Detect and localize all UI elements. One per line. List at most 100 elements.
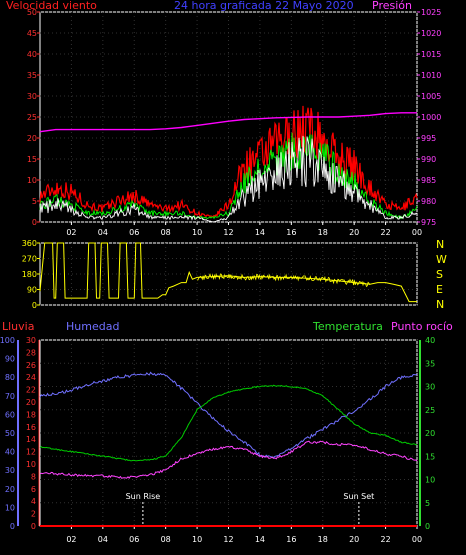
compass-label: N xyxy=(436,298,444,311)
series-line-viento-base xyxy=(39,135,418,223)
y-humidity-tick-label: 100 xyxy=(0,336,15,345)
series-line-direccion-viento xyxy=(39,242,417,303)
x-tick-label: 10 xyxy=(192,535,202,544)
x-tick-label: 20 xyxy=(349,535,359,544)
x-tick-label: 18 xyxy=(318,535,328,544)
series-line-humedad xyxy=(39,371,418,458)
y-rain-tick-label: 26 xyxy=(26,361,36,370)
y-right-tick-label: 1005 xyxy=(421,92,441,101)
y-right-tick-label: 995 xyxy=(421,134,436,143)
y-temp-tick-label: 25 xyxy=(425,406,435,415)
x-tick-label: 00 xyxy=(412,535,422,544)
y-left-tick-label: 50 xyxy=(27,8,37,17)
y-rain-tick-label: 22 xyxy=(26,386,36,395)
humidity-temperature-chart: 0102030405060708090100024681012141618202… xyxy=(0,336,435,544)
y-humidity-tick-label: 20 xyxy=(5,485,15,494)
x-tick-label: 20 xyxy=(349,228,359,237)
y-right-tick-label: 1015 xyxy=(421,50,441,59)
y-right-tick-label: 990 xyxy=(421,155,436,164)
x-tick-label: 04 xyxy=(98,535,108,544)
x-tick-label: 12 xyxy=(223,228,233,237)
y-tick-label: 360 xyxy=(22,239,37,248)
y-right-tick-label: 980 xyxy=(421,197,436,206)
y-rain-tick-label: 20 xyxy=(26,398,36,407)
y-humidity-tick-label: 30 xyxy=(5,466,15,475)
temperature-label: Temperatura xyxy=(312,320,383,333)
y-humidity-tick-label: 0 xyxy=(10,522,15,531)
y-temp-tick-label: 0 xyxy=(425,522,430,531)
x-tick-label: 16 xyxy=(286,228,296,237)
x-tick-label: 22 xyxy=(380,228,390,237)
series-line-presion xyxy=(39,112,417,133)
y-temp-tick-label: 40 xyxy=(425,336,435,345)
y-right-tick-label: 975 xyxy=(421,218,436,227)
series-line-temperatura xyxy=(39,384,418,462)
y-rain-tick-label: 2 xyxy=(31,510,36,519)
y-right-tick-label: 985 xyxy=(421,176,436,185)
wind-speed-label: Velocidad viento xyxy=(6,0,97,12)
y-right-tick-label: 1010 xyxy=(421,71,441,80)
y-temp-tick-label: 5 xyxy=(425,499,430,508)
y-left-tick-label: 5 xyxy=(32,197,37,206)
compass-label: N xyxy=(436,238,444,251)
y-left-tick-label: 0 xyxy=(32,218,37,227)
x-tick-label: 02 xyxy=(66,535,76,544)
wind-pressure-chart: 0510152025303540455097598098599099510001… xyxy=(27,8,442,237)
y-left-tick-label: 35 xyxy=(27,71,37,80)
x-tick-label: 00 xyxy=(412,228,422,237)
y-right-tick-label: 1025 xyxy=(421,8,441,17)
y-humidity-tick-label: 60 xyxy=(5,410,15,419)
y-left-tick-label: 10 xyxy=(27,176,37,185)
y-humidity-tick-label: 80 xyxy=(5,373,15,382)
y-tick-label: 90 xyxy=(27,286,37,295)
y-temp-tick-label: 15 xyxy=(425,452,435,461)
x-tick-label: 14 xyxy=(255,228,265,237)
y-right-tick-label: 1000 xyxy=(421,113,441,122)
y-left-tick-label: 20 xyxy=(27,134,37,143)
series-line-punto-rocío xyxy=(39,440,418,479)
chart-title: 24 hora graficada 22 Mayo 2020 xyxy=(174,0,354,12)
y-temp-tick-label: 10 xyxy=(425,476,435,485)
y-rain-tick-label: 28 xyxy=(26,348,36,357)
y-tick-label: 0 xyxy=(32,301,37,310)
y-left-tick-label: 15 xyxy=(27,155,37,164)
humidity-label: Humedad xyxy=(66,320,119,333)
x-tick-label: 08 xyxy=(161,228,171,237)
y-temp-tick-label: 30 xyxy=(425,383,435,392)
y-humidity-tick-label: 90 xyxy=(5,355,15,364)
y-left-tick-label: 40 xyxy=(27,50,37,59)
y-right-tick-label: 1020 xyxy=(421,29,441,38)
y-rain-tick-label: 0 xyxy=(31,522,36,531)
series-line-velocidad-viento xyxy=(39,105,418,218)
y-rain-tick-label: 24 xyxy=(26,373,36,382)
y-humidity-tick-label: 50 xyxy=(5,429,15,438)
series-line-direccion-viento-detail xyxy=(197,272,371,288)
x-tick-label: 06 xyxy=(129,228,139,237)
y-rain-tick-label: 30 xyxy=(26,336,36,345)
x-tick-label: 16 xyxy=(286,535,296,544)
y-left-tick-label: 25 xyxy=(27,113,37,122)
x-tick-label: 22 xyxy=(380,535,390,544)
y-tick-label: 180 xyxy=(22,270,37,279)
y-rain-tick-label: 6 xyxy=(31,485,36,494)
y-temp-tick-label: 35 xyxy=(425,359,435,368)
sun-event-label: Sun Rise xyxy=(126,492,161,501)
y-left-tick-label: 30 xyxy=(27,92,37,101)
sun-event-label: Sun Set xyxy=(343,492,374,501)
y-rain-tick-label: 8 xyxy=(31,472,36,481)
dew-point-label: Punto rocío xyxy=(391,320,453,333)
y-temp-tick-label: 20 xyxy=(425,429,435,438)
x-tick-label: 14 xyxy=(255,535,265,544)
x-tick-label: 02 xyxy=(66,228,76,237)
y-humidity-tick-label: 40 xyxy=(5,448,15,457)
x-tick-label: 04 xyxy=(98,228,108,237)
pressure-label: Presión xyxy=(372,0,412,12)
rain-label: Lluvia xyxy=(2,320,34,333)
series-line-promedio-viento xyxy=(39,132,418,220)
y-rain-tick-label: 4 xyxy=(31,497,36,506)
compass-label: W xyxy=(436,253,447,266)
x-tick-label: 18 xyxy=(318,228,328,237)
